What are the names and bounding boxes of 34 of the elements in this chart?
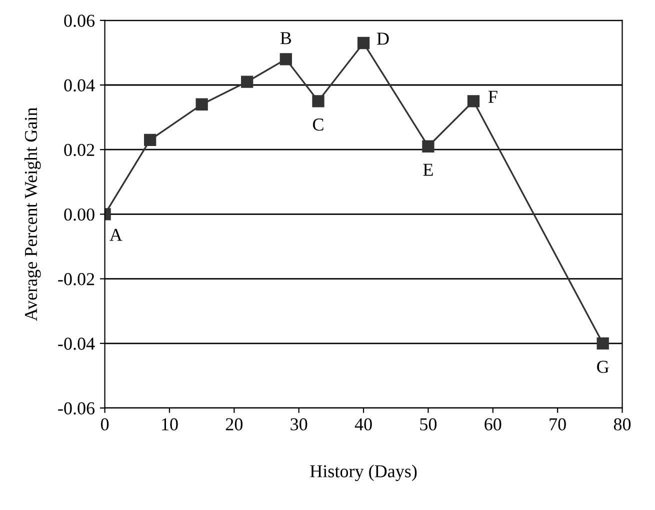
y-tick-label: -0.04	[58, 338, 95, 350]
annotation: E	[423, 164, 433, 176]
point	[144, 134, 156, 146]
y-tick-label: 0.06	[64, 14, 95, 27]
point	[422, 140, 434, 152]
y-axis-title: Average Percent Weight Gain	[24, 107, 41, 322]
annotation: A	[110, 228, 122, 241]
point	[467, 95, 480, 108]
y-tick-label: 0.02	[64, 144, 94, 156]
point	[357, 36, 370, 50]
x-tick-label: 30	[290, 418, 308, 430]
x-axis-title: History (Days)	[310, 464, 417, 482]
point	[241, 76, 254, 88]
annotation: C	[312, 118, 324, 131]
y-tick-label: 0.04	[64, 79, 95, 92]
x-tick-label: 40	[354, 418, 372, 430]
x-tick-label: 10	[162, 418, 178, 430]
annotation: B	[280, 32, 292, 44]
x-tick-label: 80	[614, 418, 631, 430]
x-tick-label: 0	[100, 418, 109, 430]
x-tick-label: 60	[484, 418, 502, 430]
point	[596, 337, 609, 350]
point	[312, 95, 324, 108]
x-tick-label: 50	[420, 418, 437, 430]
y-tick-label: 0.00	[64, 208, 94, 221]
y-tick-label: -0.06	[58, 402, 95, 415]
x-tick-label: 70	[550, 418, 566, 430]
annotation: D	[376, 32, 389, 45]
annotation: F	[488, 90, 498, 103]
annotation: G	[597, 360, 609, 373]
point	[196, 98, 208, 110]
point	[280, 53, 292, 66]
x-tick-label: 20	[226, 418, 242, 430]
y-tick-label: -0.02	[58, 273, 94, 286]
